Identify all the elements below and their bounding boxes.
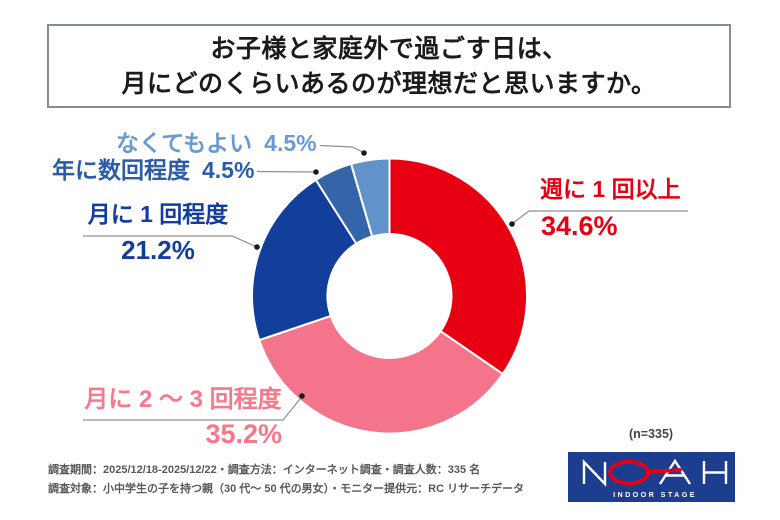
noah-letters xyxy=(582,458,728,487)
letter-n xyxy=(582,459,607,487)
letter-h xyxy=(702,461,728,484)
survey-methodology-note: 調査期間：2025/12/18-2025/12/22・調査方法：インターネット調… xyxy=(48,461,524,499)
segment-label-weekly: 週に 1 回以上 xyxy=(540,176,681,202)
segment-pct-none: 4.5% xyxy=(264,130,317,156)
leader-dot-month23 xyxy=(299,393,305,399)
segment-label-month23: 月に 2 ～ 3 回程度 xyxy=(84,386,282,413)
racket-o-icon xyxy=(608,459,682,486)
noah-tagline: INDOOR STAGE xyxy=(613,490,697,499)
leader-line-year xyxy=(256,170,317,173)
footnote-line2: 調査対象：小中学生の子を持つ親（30 代～ 50 代の男女）・モニター提供元：R… xyxy=(48,483,525,495)
racket-head xyxy=(608,459,650,486)
letter-a xyxy=(658,458,692,485)
segment-label-month1: 月に 1 回程度 xyxy=(87,201,229,227)
survey-question-line2: 月にどのくらいあるのが理想だと思いますか。 xyxy=(121,69,657,98)
segment-pct-year: 4.5% xyxy=(202,157,255,183)
segment-label-year-text: 年に数回程度 xyxy=(52,157,190,183)
leader-dot-month1 xyxy=(254,244,260,250)
donut-segments xyxy=(251,157,528,435)
donut-segment-2 xyxy=(258,314,504,435)
donut-segment-4 xyxy=(314,162,374,245)
noah-logotype: INDOOR STAGE xyxy=(582,458,728,499)
survey-question-box: お子様と家庭外で過ごす日は、 月にどのくらいあるのが理想だと思いますか。 xyxy=(47,24,731,108)
segment-pct-month1: 21.2% xyxy=(121,235,195,265)
leader-dot-year xyxy=(313,169,319,175)
noah-logo: INDOOR STAGE xyxy=(568,452,735,502)
segment-label-none-text: なくてもよい xyxy=(116,130,253,156)
leader-line-none xyxy=(319,144,365,154)
footnote-line1: 調査期間：2025/12/18-2025/12/22・調査方法：インターネット調… xyxy=(48,464,481,476)
sample-size-note: (n=335) xyxy=(628,427,674,441)
donut-segment-3 xyxy=(251,178,358,342)
racket-handle xyxy=(645,468,682,474)
segment-label-year: 年に数回程度 4.5% xyxy=(52,158,254,182)
leader-dot-none xyxy=(361,150,367,156)
leader-dots xyxy=(254,150,515,399)
leader-dot-weekly xyxy=(509,221,515,227)
survey-question-line1: お子様と家庭外で過ごす日は、 xyxy=(210,34,568,63)
segment-label-none: なくてもよい 4.5% xyxy=(116,131,317,155)
donut-segment-5 xyxy=(350,157,391,238)
donut-segment-1 xyxy=(388,157,528,375)
segment-pct-weekly: 34.6% xyxy=(541,211,618,241)
segment-pct-month23: 35.2% xyxy=(205,419,282,449)
